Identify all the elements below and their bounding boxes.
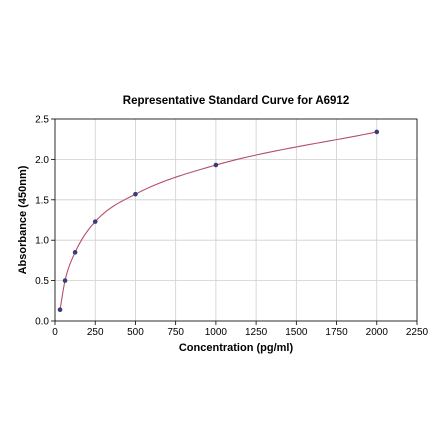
y-tick-label: 0.5 [35,276,49,287]
x-tick-label: 250 [87,327,104,338]
x-tick-label: 0 [52,327,58,338]
x-tick-label: 2000 [366,327,389,338]
x-tick-label: 2250 [406,327,429,338]
x-tick-label: 1750 [325,327,348,338]
y-tick-label: 2.0 [35,155,49,166]
data-point [62,278,68,283]
fit-curve [59,131,377,310]
chart-title: Representative Standard Curve for A6912 [123,95,349,107]
y-tick-label: 1.5 [35,195,49,206]
y-tick-label: 0.0 [35,317,49,328]
axis-ticks: 0 250 500 750 1000 1250 1500 1750 2000 2250 0.0 0.5… [35,115,428,339]
x-tick-label: 1000 [205,327,228,338]
data-point [133,191,138,197]
data-points-group [57,129,380,312]
data-point [92,219,98,224]
y-tick-label: 2.5 [35,115,49,126]
x-axis-label: Concentration (pg/ml) [179,342,294,354]
x-tick-label: 1500 [285,327,308,338]
x-tick-label: 500 [127,327,144,338]
x-tick-label: 1250 [245,327,268,338]
x-tick-label: 750 [167,327,184,338]
data-point [374,129,380,135]
y-axis-label: Absorbance (450nm) [17,165,29,274]
data-point [213,162,219,168]
y-tick-label: 1.0 [35,236,49,247]
grid-lines [54,118,418,322]
plot-frame [54,118,418,322]
data-point [72,250,78,255]
data-point [57,307,63,312]
fit-curve-group [59,131,377,310]
